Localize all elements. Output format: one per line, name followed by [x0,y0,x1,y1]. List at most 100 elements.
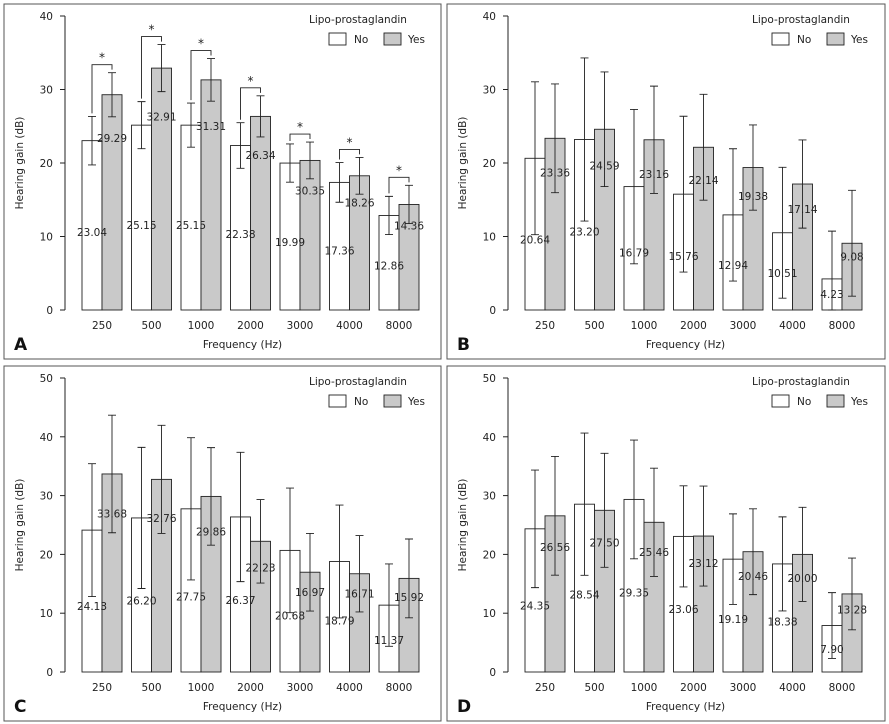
value-label-no-3000: 20.68 [275,610,305,622]
error-bar-yes-3000 [306,141,314,180]
x-tick-label: 3000 [287,682,314,694]
value-label-no-4000: 18.79 [324,615,354,627]
significance-star-8000: * [396,163,402,177]
significance-bracket-4000 [339,148,360,160]
value-label-no-500: 28.54 [569,589,599,601]
value-label-yes-4000: 20.00 [787,573,817,585]
error-bar-yes-500 [157,44,166,93]
y-axis-title: Hearing gain (dB) [14,117,26,210]
bar-no-250 [81,140,103,311]
value-label-no-250: 24.13 [77,601,107,613]
legend-swatch-yes [383,32,402,46]
error-bar-no-250 [88,463,96,598]
x-tick-label: 3000 [287,320,314,332]
value-label-no-1000: 25.15 [176,220,206,232]
value-label-yes-8000: 14.36 [394,221,424,233]
error-bar-yes-3000 [749,508,757,596]
value-label-no-2000: 23.06 [668,604,698,616]
y-tick-label: 20 [483,158,496,170]
y-tick-label: 0 [46,305,53,317]
panel-a: 0 10 20 30 40 Hearing gain (dB) Frequency (Hz)… [3,3,442,360]
error-bar-yes-4000 [798,506,807,602]
y-tick-label: 0 [489,667,496,679]
error-bar-no-3000 [729,513,737,605]
y-tick-label: 40 [483,11,496,23]
bar-no-500 [131,124,152,311]
x-tick-label: 500 [141,320,161,332]
value-label-yes-1000: 29.86 [196,527,226,539]
value-label-yes-8000: 15.92 [394,592,424,604]
x-tick-label: 3000 [730,682,757,694]
legend-swatch-no [771,394,790,408]
significance-star-4000: * [347,135,353,149]
error-bar-no-2000 [236,122,245,169]
y-tick-label: 20 [483,549,496,561]
x-tick-label: 8000 [829,682,856,694]
legend-swatch-yes [826,394,845,408]
value-label-yes-3000: 20.46 [738,571,768,583]
y-tick-label: 10 [483,232,496,244]
error-bar-no-2000 [236,451,245,583]
x-tick-label: 4000 [336,320,363,332]
y-tick-label: 40 [40,11,53,23]
significance-star-250: * [99,51,105,65]
error-bar-no-250 [88,115,96,166]
panel-b: 0 10 20 30 40 Hearing gain (dB) Frequency (Hz)… [446,3,886,360]
legend-label-yes: Yes [407,396,425,408]
significance-bracket-2000 [240,87,261,120]
error-bar-no-4000 [335,162,344,203]
y-axis-title: Hearing gain (dB) [457,117,469,210]
panel-c: 0 10 20 30 40 50 Hearing gain (dB) Frequency (H… [3,365,442,722]
significance-bracket-500 [141,36,162,99]
x-tick-label: 2000 [237,320,264,332]
x-tick-label: 500 [141,682,161,694]
value-label-yes-2000: 22.23 [245,562,275,574]
value-label-no-2000: 15.76 [668,251,698,263]
value-label-no-2000: 22.38 [225,229,255,241]
x-tick-label: 8000 [386,682,413,694]
error-bar-yes-250 [108,72,116,118]
error-bar-yes-1000 [650,85,658,194]
x-tick-label: 3000 [730,320,757,332]
error-bar-no-8000 [385,195,393,236]
y-axis-title: Hearing gain (dB) [14,479,26,572]
value-label-no-2000: 26.37 [225,595,255,607]
value-label-no-1000: 27.75 [176,592,206,604]
x-tick-label: 1000 [188,682,215,694]
error-bar-yes-8000 [848,557,856,631]
x-tick-label: 2000 [680,320,707,332]
panel-border [446,365,886,722]
x-tick-label: 1000 [631,320,658,332]
panel-letter: C [14,697,26,717]
value-label-yes-8000: 9.08 [840,252,863,264]
legend-swatch-no [328,32,347,46]
panel-border [446,3,886,360]
error-bar-no-2000 [679,115,688,273]
value-label-yes-1000: 23.16 [639,169,669,181]
x-axis-title: Frequency (Hz) [646,701,725,713]
error-bar-yes-2000 [256,499,265,584]
x-tick-label: 2000 [237,682,264,694]
legend-label-no: No [797,396,811,408]
legend-swatch-yes [383,394,402,408]
y-tick-label: 40 [483,432,496,444]
significance-star-500: * [149,23,155,37]
error-bar-no-8000 [828,230,836,311]
x-tick-label: 250 [92,682,112,694]
legend-label-yes: Yes [407,34,425,46]
significance-bracket-3000 [289,133,311,141]
y-tick-label: 50 [40,373,53,385]
value-label-no-3000: 19.19 [718,614,748,626]
error-bar-no-4000 [778,166,787,299]
y-tick-label: 40 [40,432,53,444]
bar-yes-500 [151,67,172,311]
y-tick-label: 0 [489,305,496,317]
error-bar-yes-500 [157,424,166,534]
x-tick-label: 250 [92,320,112,332]
error-bar-no-8000 [385,563,393,647]
y-tick-label: 0 [46,667,53,679]
y-tick-label: 50 [483,373,496,385]
error-bar-yes-4000 [355,156,364,195]
value-label-no-1000: 29.35 [619,587,649,599]
error-bar-no-4000 [335,504,344,619]
